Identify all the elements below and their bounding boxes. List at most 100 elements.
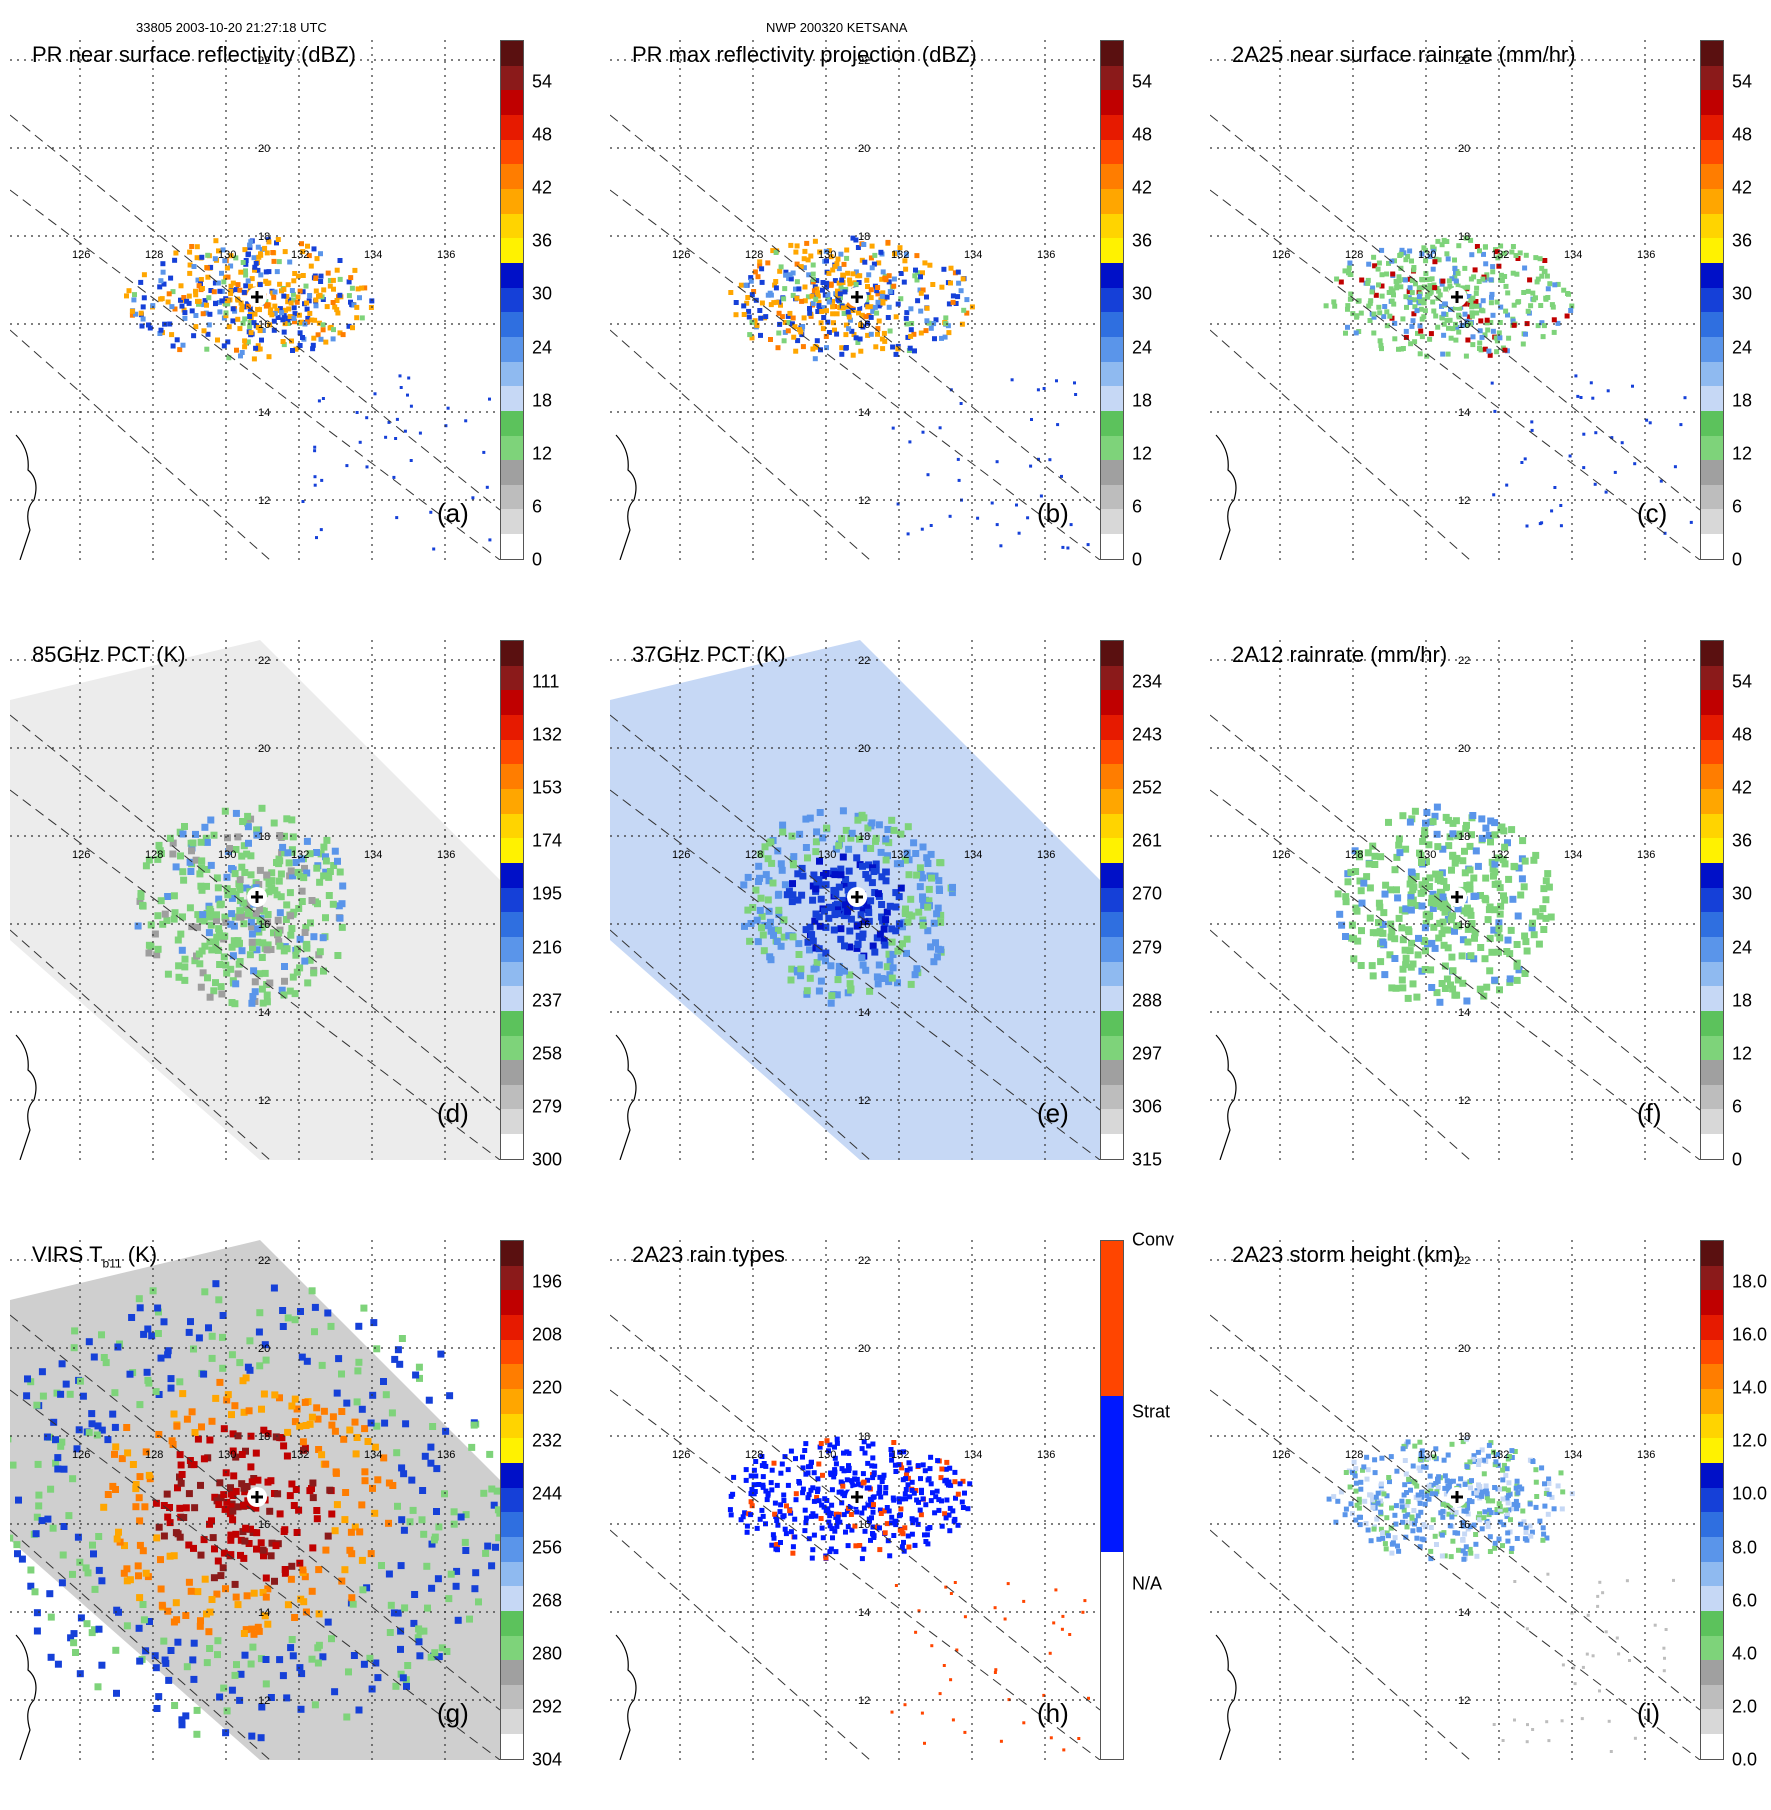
swath-edges: [10, 114, 500, 560]
colorbar-tick: 256: [532, 1537, 563, 1558]
panel-label: (i): [1637, 1698, 1661, 1728]
colorbar-ticks: 54 48 42 36 30 24 18 12 6 0: [1732, 30, 1771, 590]
lat-label: 18: [858, 831, 870, 843]
lat-label: 14: [258, 1607, 270, 1619]
lat-label: 16: [858, 319, 870, 331]
lat-label: 14: [858, 1607, 870, 1619]
lat-label: 12: [258, 1695, 270, 1707]
colorbar-tick: 0.0: [1732, 1749, 1758, 1770]
colorbar-tick: 315: [1132, 1149, 1163, 1170]
lon-label: 126: [72, 249, 90, 261]
colorbar-tick: 24: [1732, 337, 1753, 358]
colorbar-tick: 288: [1132, 990, 1163, 1011]
lon-label: 126: [72, 849, 90, 861]
colorbar: [500, 640, 524, 1160]
lat-lon-grid: 126 128 130 132 134 136 22 20 18 16 14 12: [10, 640, 500, 1160]
lon-label: 132: [291, 249, 309, 261]
colorbar-tick: 30: [532, 283, 553, 304]
lon-label: 134: [364, 1449, 382, 1461]
lat-label: 22: [858, 1255, 870, 1267]
lat-lon-grid: 126 128 130 132 134 136 22 20 18 16 14 12: [610, 640, 1100, 1160]
colorbar-tick: 54: [1732, 71, 1753, 92]
lat-label: 14: [1458, 1007, 1470, 1019]
lat-label: 22: [258, 55, 270, 67]
colorbar-tick: 111: [532, 671, 560, 692]
lat-label: 14: [258, 1007, 270, 1019]
swath-edges: [1210, 114, 1700, 560]
storm-center-icon: [1447, 1487, 1467, 1507]
colorbar-tick: 10.0: [1732, 1483, 1768, 1504]
lat-label: 18: [858, 1431, 870, 1443]
colorbar-tick: 0: [1732, 1149, 1743, 1170]
lat-lon-grid: 126 128 130 132 134 136 22 20 18 16 14 12: [1210, 40, 1700, 560]
lon-label: 128: [1345, 249, 1363, 261]
colorbar-ticks: 234 243 252 261 270 279 288 297 306 315: [1132, 630, 1192, 1190]
lon-label: 134: [364, 249, 382, 261]
lon-label: 134: [1564, 849, 1582, 861]
lat-label: 20: [1458, 1343, 1470, 1355]
lat-lon-grid: 126 128 130 132 134 136 22 20 18 16 14 12: [610, 1240, 1100, 1760]
colorbar-tick: 30: [1732, 283, 1753, 304]
colorbar: [1100, 40, 1124, 560]
map-area: 126 128 130 132 134 136 22 20 18 16 14 12: [1210, 640, 1700, 1160]
lat-label: 12: [258, 495, 270, 507]
map-area: 126 128 130 132 134 136 22 20 18 16 14 12: [10, 1240, 500, 1760]
coastline: [15, 1034, 37, 1160]
lon-label: 126: [672, 1449, 690, 1461]
colorbar-tick: 36: [1732, 830, 1753, 851]
lon-label: 134: [964, 249, 982, 261]
lon-label: 132: [1491, 849, 1509, 861]
colorbar-tick: 216: [532, 937, 563, 958]
lat-label: 14: [1458, 1607, 1470, 1619]
storm-center-icon: [247, 1487, 267, 1507]
lat-label: 18: [258, 831, 270, 843]
lat-label: 12: [258, 1095, 270, 1107]
colorbar-tick: 14.0: [1732, 1377, 1768, 1398]
panel-e: 126 128 130 132 134 136 22 20 18 16 14 12 37GHz PCT …: [600, 630, 1180, 1210]
colorbar-tick: 252: [1132, 777, 1163, 798]
colorbar: [500, 1240, 524, 1760]
colorbar-tick: 18: [1132, 390, 1153, 411]
storm-center-icon: [247, 887, 267, 907]
precip-field: [1334, 803, 1555, 1006]
colorbar-tick: 48: [532, 124, 553, 145]
colorbar-tick: 174: [532, 830, 563, 851]
lon-label: 134: [364, 849, 382, 861]
storm-center-icon: [847, 1487, 867, 1507]
colorbar-tick: 48: [1732, 724, 1753, 745]
storm-center-icon: [847, 287, 867, 307]
colorbar-tick: 261: [1132, 830, 1163, 851]
panel-label: (e): [1037, 1098, 1069, 1128]
colorbar-tick: 54: [1132, 71, 1153, 92]
lat-label: 16: [1458, 319, 1470, 331]
colorbar-tick: 292: [532, 1696, 563, 1717]
lat-lon-grid: 126 128 130 132 134 136 22 20 18 16 14 12: [1210, 1240, 1700, 1760]
precip-field: [1326, 1436, 1675, 1753]
coastline: [1215, 1034, 1237, 1160]
panel-label: (g): [437, 1698, 469, 1728]
lon-label: 130: [1418, 849, 1436, 861]
panel-title: 2A25 near surface rainrate (mm/hr): [1232, 42, 1576, 67]
colorbar-tick: 8.0: [1732, 1537, 1758, 1558]
panel-a: 126 128 130 132 134 136 22 20 18 16 14 12 PR near su…: [0, 30, 580, 610]
panel-title: 85GHz PCT (K): [32, 642, 186, 667]
lon-label: 128: [745, 849, 763, 861]
precip-field: [1323, 235, 1693, 535]
colorbar-tick: 208: [532, 1324, 563, 1345]
colorbar: [1100, 640, 1124, 1160]
lon-label: 134: [964, 849, 982, 861]
lon-label: 130: [218, 249, 236, 261]
lon-label: 136: [1037, 849, 1055, 861]
colorbar-ticks: 54 48 42 36 30 24 18 12 6 0: [532, 30, 592, 590]
panel-label: (f): [1637, 1098, 1662, 1128]
lon-label: 130: [818, 849, 836, 861]
lat-label: 18: [258, 1431, 270, 1443]
colorbar-tick: N/A: [1132, 1573, 1163, 1594]
panel-f: 126 128 130 132 134 136 22 20 18 16 14 12 2A12 rainr…: [1200, 630, 1771, 1210]
lat-label: 12: [1458, 495, 1470, 507]
lon-label: 132: [1491, 249, 1509, 261]
lat-label: 12: [858, 495, 870, 507]
colorbar: [1700, 640, 1724, 1160]
colorbar: [500, 40, 524, 560]
colorbar-tick: 54: [532, 71, 553, 92]
